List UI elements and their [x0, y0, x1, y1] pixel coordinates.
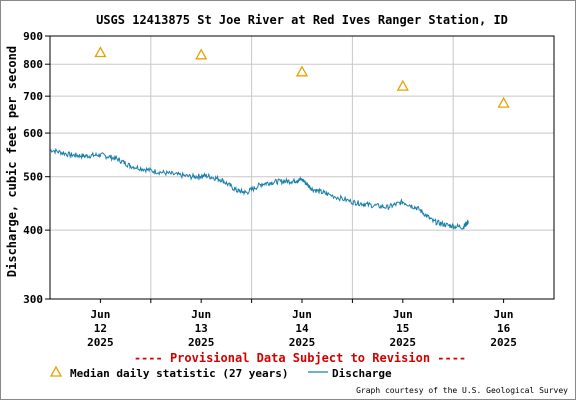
chart-title: USGS 12413875 St Joe River at Red Ives R… — [96, 13, 508, 27]
x-tick-label: Jun — [292, 308, 312, 321]
x-tick-label: 2025 — [87, 336, 114, 349]
x-tick-label: Jun — [191, 308, 211, 321]
series-layer — [49, 46, 510, 230]
legend-median-label: Median daily statistic (27 years) — [70, 367, 289, 380]
x-tick-label: 13 — [195, 322, 208, 335]
y-tick-label: 600 — [23, 127, 43, 140]
x-tick-label: 12 — [94, 322, 107, 335]
legend-discharge-label: Discharge — [332, 367, 392, 380]
y-axis-label: Discharge, cubic feet per second — [5, 46, 19, 277]
x-tick-label: Jun — [494, 308, 514, 321]
discharge-line — [49, 147, 469, 230]
x-axis: Jun122025Jun132025Jun142025Jun152025Jun1… — [87, 299, 517, 349]
median-marker — [295, 65, 309, 77]
legend: Median daily statistic (27 years) Discha… — [49, 365, 392, 380]
x-tick-label: 2025 — [390, 336, 417, 349]
median-marker — [497, 96, 510, 108]
x-tick-label: 14 — [295, 322, 309, 335]
x-tick-label: Jun — [393, 308, 413, 321]
x-tick-label: 2025 — [188, 336, 215, 349]
legend-median-marker — [49, 365, 63, 377]
x-tick-label: 2025 — [289, 336, 316, 349]
y-tick-label: 300 — [23, 293, 43, 306]
x-tick-label: 15 — [396, 322, 409, 335]
y-tick-label: 900 — [23, 30, 43, 43]
median-marker — [396, 79, 409, 91]
x-tick-label: 2025 — [490, 336, 517, 349]
provisional-notice: ---- Provisional Data Subject to Revisio… — [134, 351, 466, 365]
y-tick-label: 700 — [23, 90, 43, 103]
y-tick-label: 400 — [23, 224, 43, 237]
x-tick-label: Jun — [90, 308, 110, 321]
median-marker — [195, 48, 208, 60]
y-axis: 300 400 500 600 700 800 900 — [23, 30, 50, 306]
median-marker — [94, 46, 107, 58]
y-tick-label: 800 — [23, 58, 43, 71]
graph-credit: Graph courtesy of the U.S. Geological Su… — [356, 386, 568, 395]
x-tick-label: 16 — [497, 322, 511, 335]
y-tick-label: 500 — [23, 171, 43, 184]
